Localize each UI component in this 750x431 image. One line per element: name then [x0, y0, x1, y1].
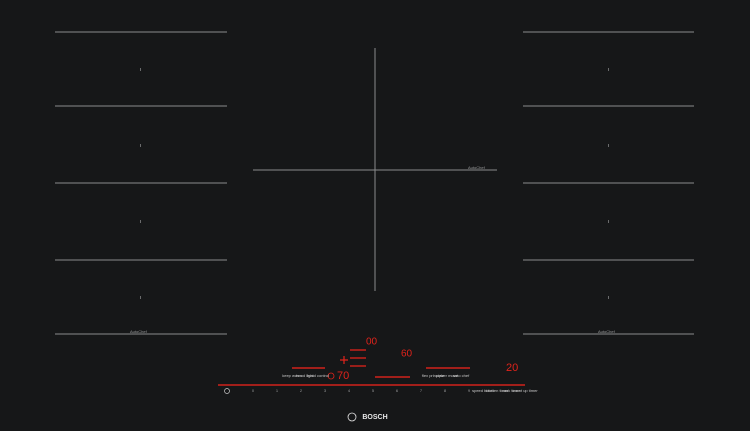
touch-control[interactable]: count up timer	[512, 388, 538, 393]
lock-icon	[327, 372, 335, 380]
touch-control[interactable]: 5	[372, 388, 375, 393]
zone-label: AutoChef	[468, 165, 486, 170]
touch-control[interactable]: 6	[396, 388, 399, 393]
touch-control[interactable]: auto chef	[453, 373, 470, 378]
zone-label: AutoChef	[130, 329, 148, 334]
touch-control[interactable]: power move	[436, 373, 459, 378]
readout: 60	[401, 349, 413, 360]
right-zones	[523, 31, 694, 335]
brand-logo	[347, 412, 357, 422]
zone-label: AutoChef	[598, 329, 616, 334]
touch-control[interactable]: kitchen timer	[486, 388, 509, 393]
readout: 00	[366, 337, 378, 348]
touch-control[interactable]: 8	[444, 388, 447, 393]
touch-control[interactable]: cook timer	[502, 388, 521, 393]
touch-control[interactable]: 0	[252, 388, 255, 393]
touch-control[interactable]: 3	[324, 388, 327, 393]
touch-control[interactable]: 7	[420, 388, 423, 393]
touch-control[interactable]: 9	[468, 388, 471, 393]
center-zone	[253, 48, 497, 291]
brand: BOSCH	[362, 414, 387, 421]
touch-control[interactable]: 2	[300, 388, 303, 393]
power-level: 70	[337, 370, 349, 382]
touch-control[interactable]: 4	[348, 388, 351, 393]
touch-control[interactable]: flex principle	[422, 373, 445, 378]
touch-control[interactable]: speed boost	[472, 388, 495, 393]
touch-control[interactable]: keep warm	[282, 373, 302, 378]
touch-control[interactable]: hood light	[296, 373, 314, 378]
left-zones	[55, 31, 227, 335]
fan-icon	[340, 356, 348, 364]
touch-control[interactable]: hood control	[307, 373, 329, 378]
touch-control[interactable]: 1	[276, 388, 279, 393]
control-panel	[218, 349, 525, 394]
timer-display: 20	[506, 362, 518, 374]
power-button[interactable]	[224, 388, 230, 394]
